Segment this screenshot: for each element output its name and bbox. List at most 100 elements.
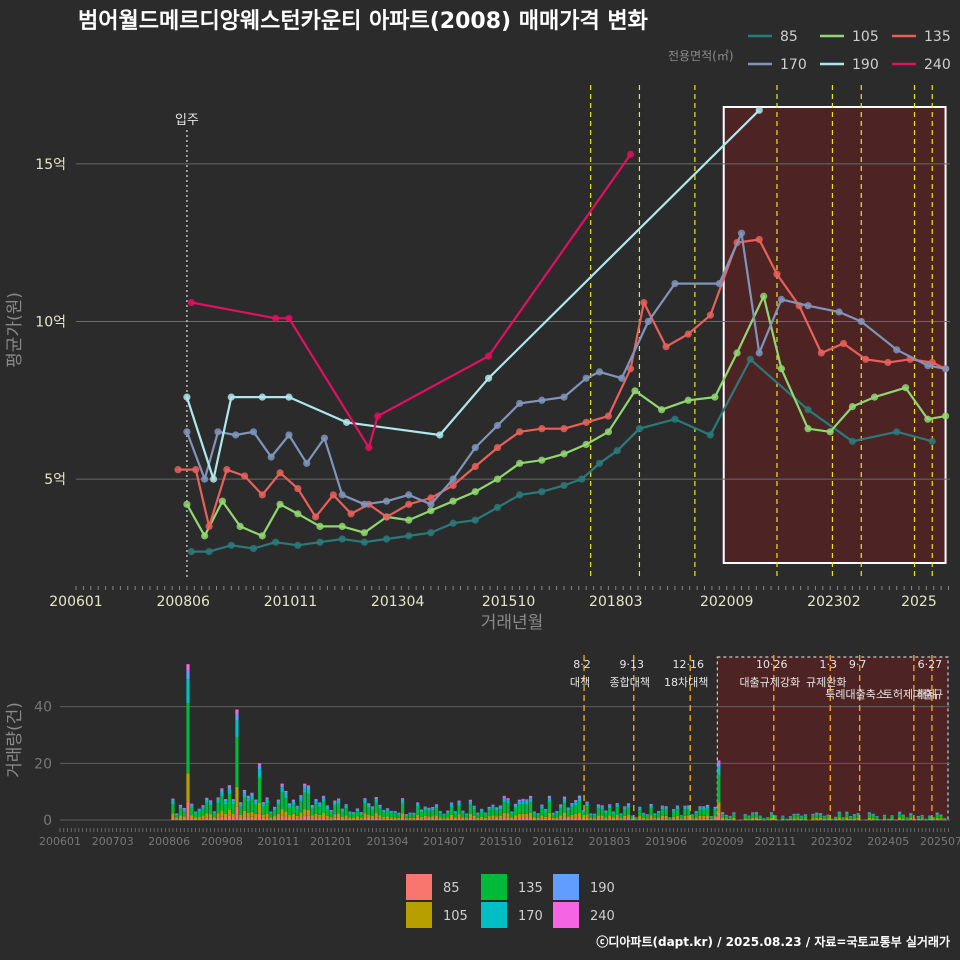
data-point-135 [684,330,692,338]
volume-bar-135 [841,817,845,820]
volume-bar-190 [566,808,570,809]
volume-bar-170 [257,769,262,778]
volume-bar-85 [231,817,235,820]
volume-bar-170 [709,816,713,817]
volume-bar-135 [367,807,371,816]
volume-bar-190 [574,800,578,803]
data-point-170 [538,396,546,404]
volume-bar-135 [525,804,529,814]
data-point-170 [755,349,763,357]
volume-bar-240 [224,798,228,800]
volume-bar-170 [321,798,326,802]
volume-bar-135 [833,817,838,820]
volume-bar-170 [431,808,435,811]
volume-bar-105 [457,814,461,818]
policy-annotation-text: 특례대출축소 [825,688,886,701]
volume-bar-135 [442,815,446,819]
volume-bar-135 [385,811,390,817]
volume-bar-85 [909,819,913,820]
data-point-135 [862,355,870,363]
volume-bar-170 [751,813,755,815]
volume-bar-85 [269,818,273,820]
volume-bar-240 [698,806,702,807]
volume-bar-170 [845,812,849,814]
volume-bar-170 [619,814,623,816]
volume-bar-240 [201,805,205,806]
volume-bar-105 [796,818,800,820]
volume-bar-85 [540,818,544,820]
volume-bar-105 [374,813,378,818]
volume-bar-135 [694,813,698,818]
volume-bar-240 [472,805,476,807]
volume-x-tick-label: 202507 [920,835,960,848]
volume-bar-85 [227,815,232,820]
volume-bar-190 [615,803,619,805]
data-point-105 [804,425,812,433]
volume-bar-85 [551,819,555,820]
volume-bar-135 [837,813,841,818]
volume-bar-135 [502,801,506,813]
volume-bar-135 [235,737,239,787]
data-point-240 [484,352,493,360]
data-point-85 [205,548,213,556]
data-point-170 [232,431,240,439]
volume-bar-135 [299,801,303,813]
data-point-170 [516,399,524,408]
data-point-170 [471,443,479,452]
volume-bar-105 [419,816,424,819]
volume-bar-190 [231,800,235,802]
volume-bar-135 [276,804,280,814]
volume-bar-135 [653,815,657,819]
volume-bar-85 [385,818,390,820]
volume-bar-135 [272,810,277,817]
volume-bar-105 [675,815,680,819]
data-point-170 [285,431,293,439]
volume-bar-85 [521,817,525,820]
volume-bar-170 [800,816,804,817]
volume-x-tick-label: 200908 [201,835,243,848]
volume-bar-170 [920,815,924,817]
data-point-105 [582,440,590,449]
volume-bar-105 [340,816,344,819]
volume-bar-170 [788,816,792,818]
volume-bar-170 [265,799,269,804]
volume-bar-85 [171,817,175,820]
volume-bar-85 [773,819,777,820]
data-point-105 [258,532,266,540]
volume-bar-135 [261,806,265,815]
volume-bar-190 [562,797,567,799]
volume-bar-105 [220,810,224,817]
data-point-85 [671,415,679,423]
data-point-170 [893,346,901,354]
data-point-170 [267,453,275,461]
volume-bar-190 [502,796,506,799]
volume-bar-105 [875,818,879,820]
volume-bar-170 [239,804,243,807]
volume-bar-135 [939,815,943,819]
volume-bar-105 [175,818,179,820]
volume-bar-170 [510,812,514,814]
volume-bar-135 [630,816,634,819]
volume-bar-105 [227,809,232,816]
volume-bar-85 [257,813,262,820]
data-point-190 [484,374,493,382]
data-point-135 [329,491,337,499]
volume-bar-105 [653,818,657,820]
volume-bar-190 [325,805,329,807]
volume-bar-170 [875,816,879,818]
volume-bar-190 [374,797,378,800]
volume-bar-105 [623,815,627,819]
data-point-135 [493,443,502,452]
volume-bar-190 [687,806,691,807]
volume-bar-135 [483,814,488,818]
volume-bar-105 [472,815,476,819]
volume-bar-240 [702,806,706,807]
data-point-170 [941,365,950,373]
data-point-135 [839,339,848,348]
volume-bar-105 [506,813,510,818]
volume-bar-135 [517,804,521,814]
policy-annotation-text: 18차대책 [664,676,708,689]
volume-bar-170 [928,816,932,817]
volume-bar-105 [547,812,552,818]
volume-bar-85 [306,815,311,820]
